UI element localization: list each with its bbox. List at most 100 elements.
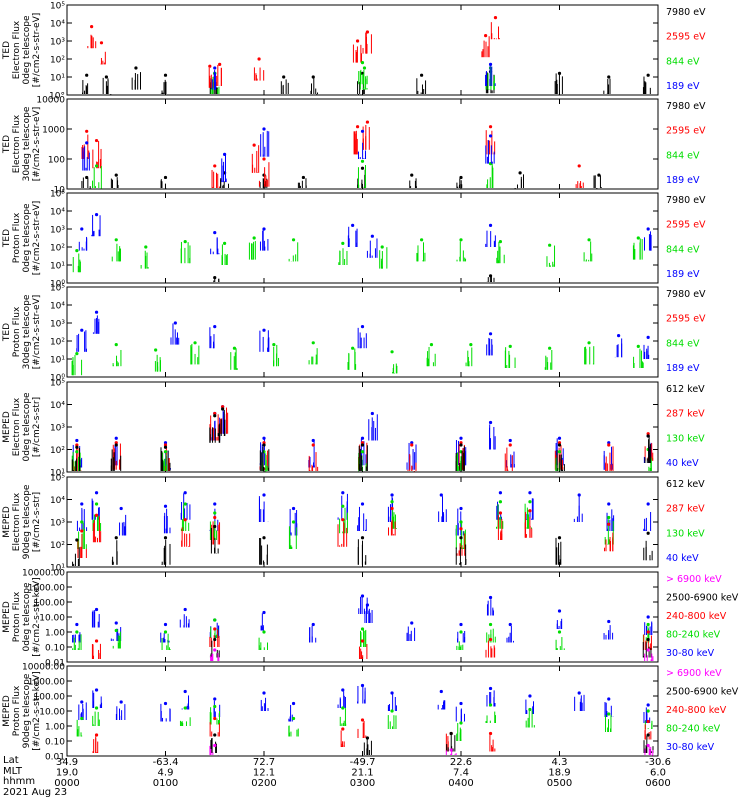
data-point xyxy=(360,436,365,440)
data-point xyxy=(94,733,99,737)
y-axis-label-line: MEPED xyxy=(2,695,12,727)
legend-item: 844 eV xyxy=(666,244,700,255)
data-point xyxy=(390,493,394,497)
data-point xyxy=(410,441,414,445)
series-2500-6900-kev xyxy=(209,637,652,658)
y-axis-label-line: [#/cm2-s-str-eV] xyxy=(32,13,42,88)
data-point xyxy=(528,500,532,504)
data-point xyxy=(488,332,493,336)
y-axis-label-line: Proton Flux xyxy=(12,591,22,642)
legend-item: 7980 eV xyxy=(666,101,706,112)
y-tick-label: 1.00 xyxy=(45,723,65,733)
data-point xyxy=(163,443,168,447)
data-point xyxy=(362,66,367,70)
y-axis-label: TEDElectron Flux0deg telescope[#/cm2-s-s… xyxy=(2,13,42,88)
y-tick-label: 10² xyxy=(50,338,65,348)
footer-mlt-value: 19.0 xyxy=(56,768,78,779)
data-point xyxy=(351,346,355,350)
data-point xyxy=(94,688,99,692)
data-point xyxy=(183,502,187,506)
data-point xyxy=(221,407,225,411)
y-axis-label-line: 30deg telescope xyxy=(22,294,32,369)
y-tick-label: 100.00 xyxy=(34,599,66,609)
data-point xyxy=(484,34,488,38)
data-point xyxy=(607,443,611,447)
data-point xyxy=(410,621,414,625)
data-point xyxy=(498,491,502,495)
y-axis-label-line: 0deg telescope xyxy=(22,582,32,652)
footer-hhmm-value: 0500 xyxy=(547,778,572,789)
series-844-ev xyxy=(210,61,495,94)
data-point xyxy=(646,709,650,713)
y-axis-label: TEDProton Flux0deg telescope[#/cm2-s-str… xyxy=(2,201,42,276)
y-axis-label-line: MEPED xyxy=(2,411,12,443)
series-844-ev xyxy=(71,341,644,376)
y-tick-label: 1000.00 xyxy=(28,584,65,594)
y-tick-label: 1000 xyxy=(42,126,65,136)
data-point xyxy=(646,434,650,438)
data-point xyxy=(262,493,266,497)
data-point xyxy=(80,529,84,533)
data-point xyxy=(114,343,118,347)
data-point xyxy=(646,637,650,642)
data-point xyxy=(80,502,84,506)
legend-item: > 6900 keV xyxy=(666,574,722,585)
data-point xyxy=(85,175,89,180)
data-point xyxy=(163,622,168,627)
y-tick-label: 10⁵ xyxy=(50,284,65,294)
data-point xyxy=(163,175,168,180)
data-point xyxy=(410,173,414,177)
y-tick-label: 10³ xyxy=(50,226,65,236)
data-point xyxy=(617,334,621,338)
data-point xyxy=(114,441,118,445)
y-axis-label-line: Electron Flux xyxy=(12,397,22,456)
data-point xyxy=(114,173,118,177)
series-240-800-kev xyxy=(91,627,652,659)
legend-item: 844 eV xyxy=(666,338,700,349)
y-axis-label-line: [#/cm2-s-str-eV] xyxy=(32,295,42,370)
data-point xyxy=(262,127,266,131)
data-point xyxy=(360,443,365,447)
data-point xyxy=(459,622,463,627)
data-point xyxy=(646,733,650,737)
data-point xyxy=(94,639,99,643)
data-point xyxy=(119,506,123,511)
data-point xyxy=(218,62,222,66)
data-point xyxy=(365,30,370,34)
y-tick-label: 0.10 xyxy=(45,644,65,654)
data-point xyxy=(75,249,79,253)
data-point xyxy=(420,238,424,242)
data-point xyxy=(360,166,365,170)
data-point xyxy=(193,341,197,345)
data-point xyxy=(459,436,463,440)
data-point xyxy=(587,341,591,345)
legend-item: 287 keV xyxy=(666,409,705,420)
data-point xyxy=(498,240,502,244)
data-point xyxy=(213,648,217,652)
data-point xyxy=(459,175,463,180)
series--6900-kev xyxy=(209,743,654,756)
y-axis-label-line: 90deg telescope xyxy=(22,673,32,748)
data-point xyxy=(183,491,187,495)
data-point xyxy=(449,731,453,736)
data-point xyxy=(370,234,374,238)
series-189-ev xyxy=(211,62,496,90)
y-axis-label-line: Electron Flux xyxy=(12,492,22,551)
data-point xyxy=(257,57,261,61)
series-189-ev xyxy=(78,213,652,258)
data-point xyxy=(213,637,217,642)
data-point xyxy=(449,748,453,752)
series-7980-ev xyxy=(81,66,651,95)
data-point xyxy=(607,522,611,526)
y-axis-label: MEPEDElectron Flux0deg telescope[#/cm2-s… xyxy=(2,392,42,462)
y-tick-label: 10⁰ xyxy=(50,374,65,384)
data-point xyxy=(85,141,89,145)
data-point xyxy=(646,432,650,436)
series-844-ev xyxy=(72,236,643,273)
data-point xyxy=(646,227,650,231)
data-point xyxy=(557,441,562,445)
data-point xyxy=(80,520,84,524)
data-point xyxy=(646,622,650,627)
y-tick-label: 10¹ xyxy=(50,262,65,272)
data-point xyxy=(459,506,463,511)
